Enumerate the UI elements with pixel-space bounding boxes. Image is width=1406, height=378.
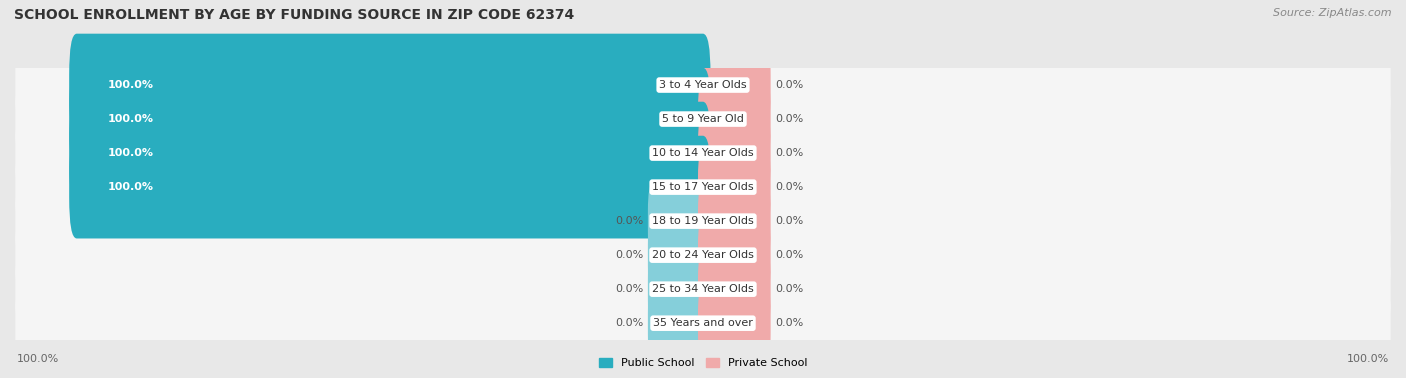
Text: 0.0%: 0.0% [775, 284, 803, 294]
Text: 0.0%: 0.0% [775, 318, 803, 328]
FancyBboxPatch shape [15, 161, 1391, 213]
FancyBboxPatch shape [697, 47, 770, 123]
FancyBboxPatch shape [697, 251, 770, 327]
FancyBboxPatch shape [15, 263, 1391, 315]
FancyBboxPatch shape [69, 34, 710, 136]
Text: 0.0%: 0.0% [616, 284, 644, 294]
Text: 100.0%: 100.0% [108, 114, 155, 124]
Text: 100.0%: 100.0% [108, 148, 155, 158]
Text: 35 Years and over: 35 Years and over [652, 318, 754, 328]
Text: 0.0%: 0.0% [616, 318, 644, 328]
FancyBboxPatch shape [697, 115, 770, 191]
FancyBboxPatch shape [697, 285, 770, 361]
FancyBboxPatch shape [697, 149, 770, 225]
FancyBboxPatch shape [15, 297, 1391, 349]
FancyBboxPatch shape [69, 68, 710, 170]
Text: 100.0%: 100.0% [108, 182, 155, 192]
Text: 0.0%: 0.0% [616, 250, 644, 260]
Text: 15 to 17 Year Olds: 15 to 17 Year Olds [652, 182, 754, 192]
FancyBboxPatch shape [15, 59, 1391, 111]
Text: 100.0%: 100.0% [1347, 354, 1389, 364]
Text: 0.0%: 0.0% [775, 148, 803, 158]
Text: 18 to 19 Year Olds: 18 to 19 Year Olds [652, 216, 754, 226]
FancyBboxPatch shape [15, 195, 1391, 247]
Text: 0.0%: 0.0% [775, 250, 803, 260]
Text: 0.0%: 0.0% [775, 80, 803, 90]
FancyBboxPatch shape [697, 217, 770, 293]
Text: SCHOOL ENROLLMENT BY AGE BY FUNDING SOURCE IN ZIP CODE 62374: SCHOOL ENROLLMENT BY AGE BY FUNDING SOUR… [14, 8, 574, 22]
Text: 3 to 4 Year Olds: 3 to 4 Year Olds [659, 80, 747, 90]
Text: 25 to 34 Year Olds: 25 to 34 Year Olds [652, 284, 754, 294]
Text: 0.0%: 0.0% [775, 114, 803, 124]
Text: 5 to 9 Year Old: 5 to 9 Year Old [662, 114, 744, 124]
Text: 20 to 24 Year Olds: 20 to 24 Year Olds [652, 250, 754, 260]
Text: 100.0%: 100.0% [108, 80, 155, 90]
FancyBboxPatch shape [15, 127, 1391, 179]
FancyBboxPatch shape [648, 251, 709, 327]
FancyBboxPatch shape [69, 102, 710, 204]
FancyBboxPatch shape [15, 229, 1391, 281]
FancyBboxPatch shape [697, 81, 770, 157]
Text: 0.0%: 0.0% [616, 216, 644, 226]
Text: 10 to 14 Year Olds: 10 to 14 Year Olds [652, 148, 754, 158]
FancyBboxPatch shape [648, 217, 709, 293]
Text: 0.0%: 0.0% [775, 182, 803, 192]
Text: 0.0%: 0.0% [775, 216, 803, 226]
Legend: Public School, Private School: Public School, Private School [595, 353, 811, 372]
Text: Source: ZipAtlas.com: Source: ZipAtlas.com [1274, 8, 1392, 17]
FancyBboxPatch shape [697, 183, 770, 259]
FancyBboxPatch shape [648, 285, 709, 361]
FancyBboxPatch shape [69, 136, 710, 239]
FancyBboxPatch shape [15, 93, 1391, 145]
Text: 100.0%: 100.0% [17, 354, 59, 364]
FancyBboxPatch shape [648, 183, 709, 259]
